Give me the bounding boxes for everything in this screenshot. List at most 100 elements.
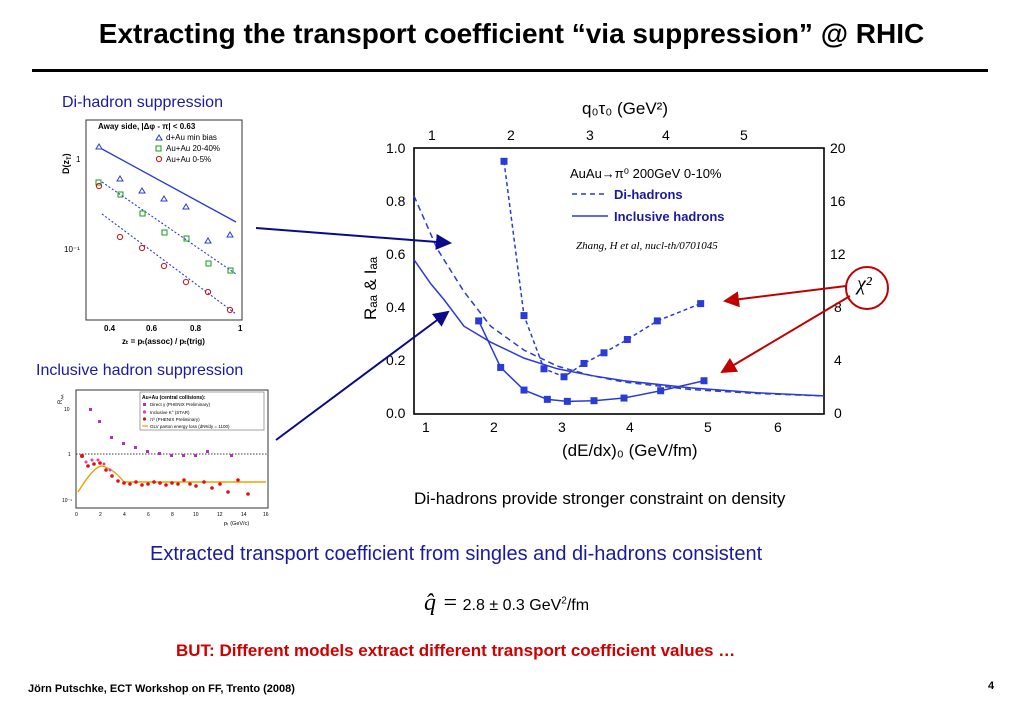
legend-dihadrons: Di-hadrons	[614, 187, 683, 202]
legend-dau: d+Au min bias	[166, 133, 217, 142]
chi2-point	[540, 365, 548, 373]
chi2-point	[543, 395, 551, 403]
legend-auau-2040: Au+Au 20-40%	[166, 144, 220, 153]
right-tick-4: 4	[834, 352, 842, 368]
inclusive-xtick-16: 16	[263, 512, 269, 518]
chi2-point	[563, 397, 571, 405]
inclusive-ytick-01: 10⁻¹	[62, 498, 72, 504]
top-axis-label: q₀τ₀ (GeV²)	[582, 99, 668, 118]
inclusive-plot: Au+Au (central collisions): Direct γ (PH…	[54, 384, 276, 530]
connector-arrow-inclusive	[275, 310, 450, 441]
dihadron-ylabel: D(z	[61, 160, 71, 174]
bottom-tick-4: 4	[626, 419, 634, 435]
main-plot: q₀τ₀ (GeV²) 1 2 3 4 5 0.0 0.2 0.4 0.6 0.…	[350, 90, 870, 466]
chi2-arrow-upper	[723, 285, 847, 308]
right-tick-8: 8	[834, 299, 842, 315]
top-tick-2: 2	[507, 127, 515, 143]
left-tick-04: 0.4	[386, 299, 406, 315]
connector-arrow-dihadron	[255, 227, 452, 250]
bottom-tick-2: 2	[490, 419, 498, 435]
qhat-exponent: 2	[561, 595, 567, 607]
chi2-point	[657, 387, 665, 395]
chi2-point	[580, 359, 588, 367]
inclusive-xtick-6: 6	[147, 512, 150, 518]
left-tick-0: 0.0	[386, 405, 406, 421]
chi2-point	[623, 336, 631, 344]
dihadron-plot: Away side, |Δφ - π| < 0.63 d+Au min bias…	[58, 114, 248, 348]
legend-auau-05: Au+Au 0-5%	[166, 155, 211, 164]
dihadron-ytick-1: 1	[76, 155, 81, 164]
chi2-point	[475, 317, 483, 325]
dihadron-xtick-06: 0.6	[146, 324, 158, 333]
chi2-point	[620, 394, 628, 402]
left-tick-02: 0.2	[386, 352, 406, 368]
series-line-dihadrons	[413, 195, 825, 397]
title-rule	[32, 69, 988, 72]
chi2-arrow-lower	[720, 295, 851, 374]
constraint-text: Di-hadrons provide stronger constraint o…	[414, 489, 786, 508]
chi2-point	[500, 157, 508, 165]
series-line-inclusive	[413, 259, 825, 397]
inclusive-legend-title: Au+Au (central collisions):	[142, 395, 206, 401]
dihadron-xtick-04: 0.4	[104, 324, 116, 333]
bottom-axis-label: (dE/dx)₀ (GeV/fm)	[562, 441, 698, 460]
dihadron-xtick-1: 1	[238, 324, 243, 333]
inclusive-ylabel: R	[58, 399, 64, 404]
chi2-point	[600, 349, 608, 357]
inclusive-ylabel-sub: AA	[60, 394, 65, 400]
inclusive-ytick-1: 1	[68, 452, 71, 458]
bottom-tick-3: 3	[558, 419, 566, 435]
top-tick-1: 1	[428, 127, 436, 143]
legend-header: AuAu→π⁰ 200GeV 0-10%	[570, 166, 722, 181]
qhat-unit: /fm	[566, 597, 590, 614]
top-tick-3: 3	[586, 127, 594, 143]
inclusive-xtick-14: 14	[241, 512, 247, 518]
bottom-tick-5: 5	[704, 419, 712, 435]
dihadron-suppression-label: Di-hadron suppression	[62, 94, 223, 111]
page-number: 4	[988, 680, 995, 692]
inclusive-legend-k0: Inclusive K° (STAR)	[150, 410, 190, 415]
top-tick-5: 5	[740, 127, 748, 143]
chi2-point	[653, 317, 661, 325]
dihadron-ytick-01: 10⁻¹	[64, 245, 80, 254]
chi2-point	[590, 397, 598, 405]
right-tick-12: 12	[830, 246, 846, 262]
svg-text:D(zT): D(zT)	[61, 153, 73, 174]
svg-text:RAA: RAA	[58, 394, 65, 404]
right-tick-20: 20	[830, 140, 846, 156]
dihadron-xtick-08: 0.8	[190, 324, 202, 333]
inclusive-ytick-10: 10	[64, 407, 70, 413]
citation: Zhang, H et al, nucl-th/0701045	[576, 240, 718, 252]
inclusive-xtick-10: 10	[193, 512, 199, 518]
dihadron-xlabel: zₜ = pₜ(assoc) / pₜ(trig)	[122, 337, 205, 346]
right-tick-16: 16	[830, 193, 846, 209]
left-tick-10: 1.0	[386, 140, 406, 156]
chi2-point	[520, 386, 528, 394]
inclusive-legend-glv: GLV parton energy loss (dNᵍ/dy = 1100)	[150, 424, 230, 429]
left-axis-label: Rₐₐ & Iₐₐ	[361, 256, 380, 320]
top-tick-4: 4	[662, 127, 670, 143]
inclusive-xtick-2: 2	[99, 512, 102, 518]
qhat-line: q̂ = 2.8 ± 0.3 GeV2/fm	[424, 590, 589, 617]
chi2-point	[520, 312, 528, 320]
left-tick-06: 0.6	[386, 246, 406, 262]
dihadron-plot-title: Away side, |Δφ - π| < 0.63	[98, 122, 196, 131]
slide-title: Extracting the transport coefficient “vi…	[98, 18, 925, 49]
inclusive-xtick-4: 4	[123, 512, 126, 518]
qhat-symbol: q̂ =	[424, 590, 459, 616]
bottom-tick-1: 1	[422, 419, 430, 435]
chi2-point	[497, 363, 505, 371]
legend-inclusive: Inclusive hadrons	[614, 209, 725, 224]
dihadron-ylabel-close: )	[61, 153, 71, 156]
inclusive-legend-pi0: π⁰ (PHENIX Preliminary)	[150, 417, 200, 422]
inclusive-xlabel: pₜ (GeV/c)	[224, 521, 249, 527]
chi2-point	[700, 377, 708, 385]
qhat-value: 2.8 ± 0.3 GeV	[462, 597, 562, 614]
inclusive-xtick-12: 12	[217, 512, 223, 518]
chi2-label: χ²	[857, 273, 872, 295]
inclusive-xtick-8: 8	[171, 512, 174, 518]
right-tick-0: 0	[834, 405, 842, 421]
chi2-line-dihadrons	[503, 161, 701, 378]
footer: Jörn Putschke, ECT Workshop on FF, Trent…	[28, 683, 295, 695]
